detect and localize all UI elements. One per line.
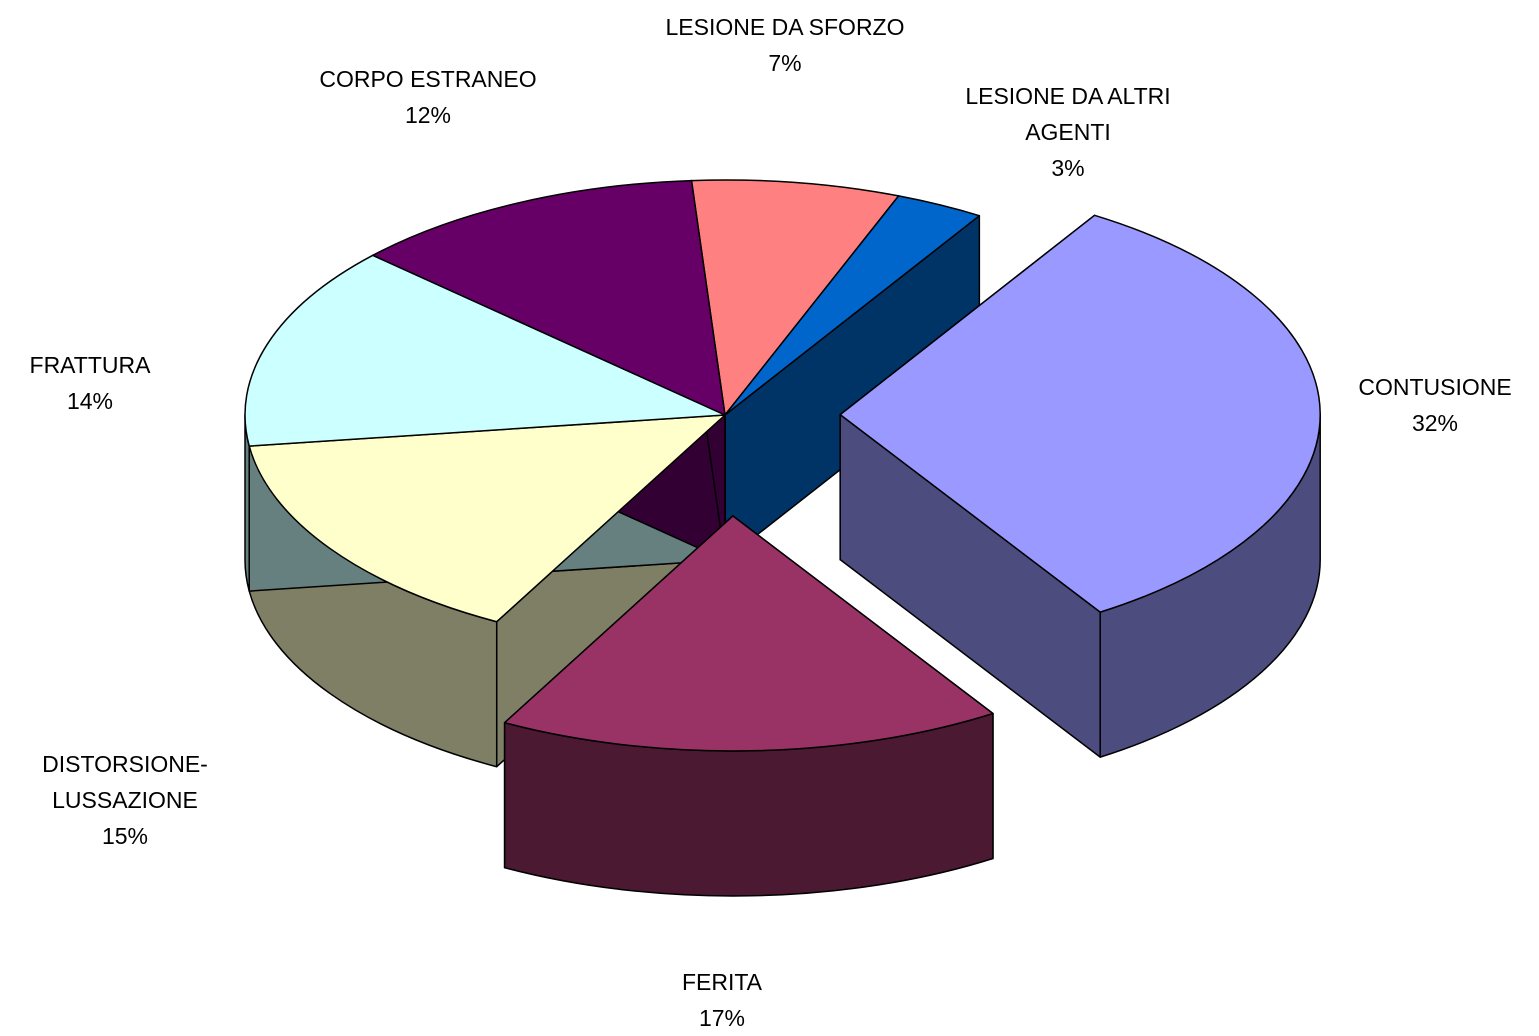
category-label: CORPO ESTRANEO: [319, 66, 537, 92]
category-label: LESIONE DA ALTRI AGENTI: [965, 83, 1171, 145]
category-label: LESIONE DA SFORZO: [665, 14, 905, 40]
value-label: 7%: [768, 50, 802, 76]
value-label: 14%: [66, 388, 114, 414]
value-label: 17%: [698, 1005, 746, 1031]
value-label: 3%: [1051, 155, 1085, 181]
slice-label: FRATTURA 14%: [0, 347, 180, 419]
slice-label: CORPO ESTRANEO 12%: [278, 61, 578, 133]
slice-label: LESIONE DA SFORZO 7%: [625, 9, 945, 81]
slice: [724, 195, 981, 416]
slice: [503, 515, 994, 752]
slice-label: FERITA 17%: [642, 964, 802, 1036]
value-label: 32%: [1411, 410, 1459, 436]
slice-label: LESIONE DA ALTRI AGENTI 3%: [933, 78, 1203, 186]
category-label: DISTORSIONE-LUSSAZIONE: [42, 751, 208, 813]
slice: [372, 179, 726, 416]
value-label: 12%: [404, 102, 452, 128]
slice: [244, 254, 726, 447]
slice-label: DISTORSIONE-LUSSAZIONE 15%: [10, 746, 240, 854]
category-label: FERITA: [681, 969, 763, 995]
slice: [690, 179, 900, 416]
slice: [839, 214, 1321, 613]
slice: [248, 414, 726, 623]
value-label: 15%: [101, 823, 149, 849]
slice-label: CONTUSIONE 32%: [1325, 369, 1539, 441]
category-label: CONTUSIONE: [1358, 374, 1512, 400]
category-label: FRATTURA: [29, 352, 151, 378]
